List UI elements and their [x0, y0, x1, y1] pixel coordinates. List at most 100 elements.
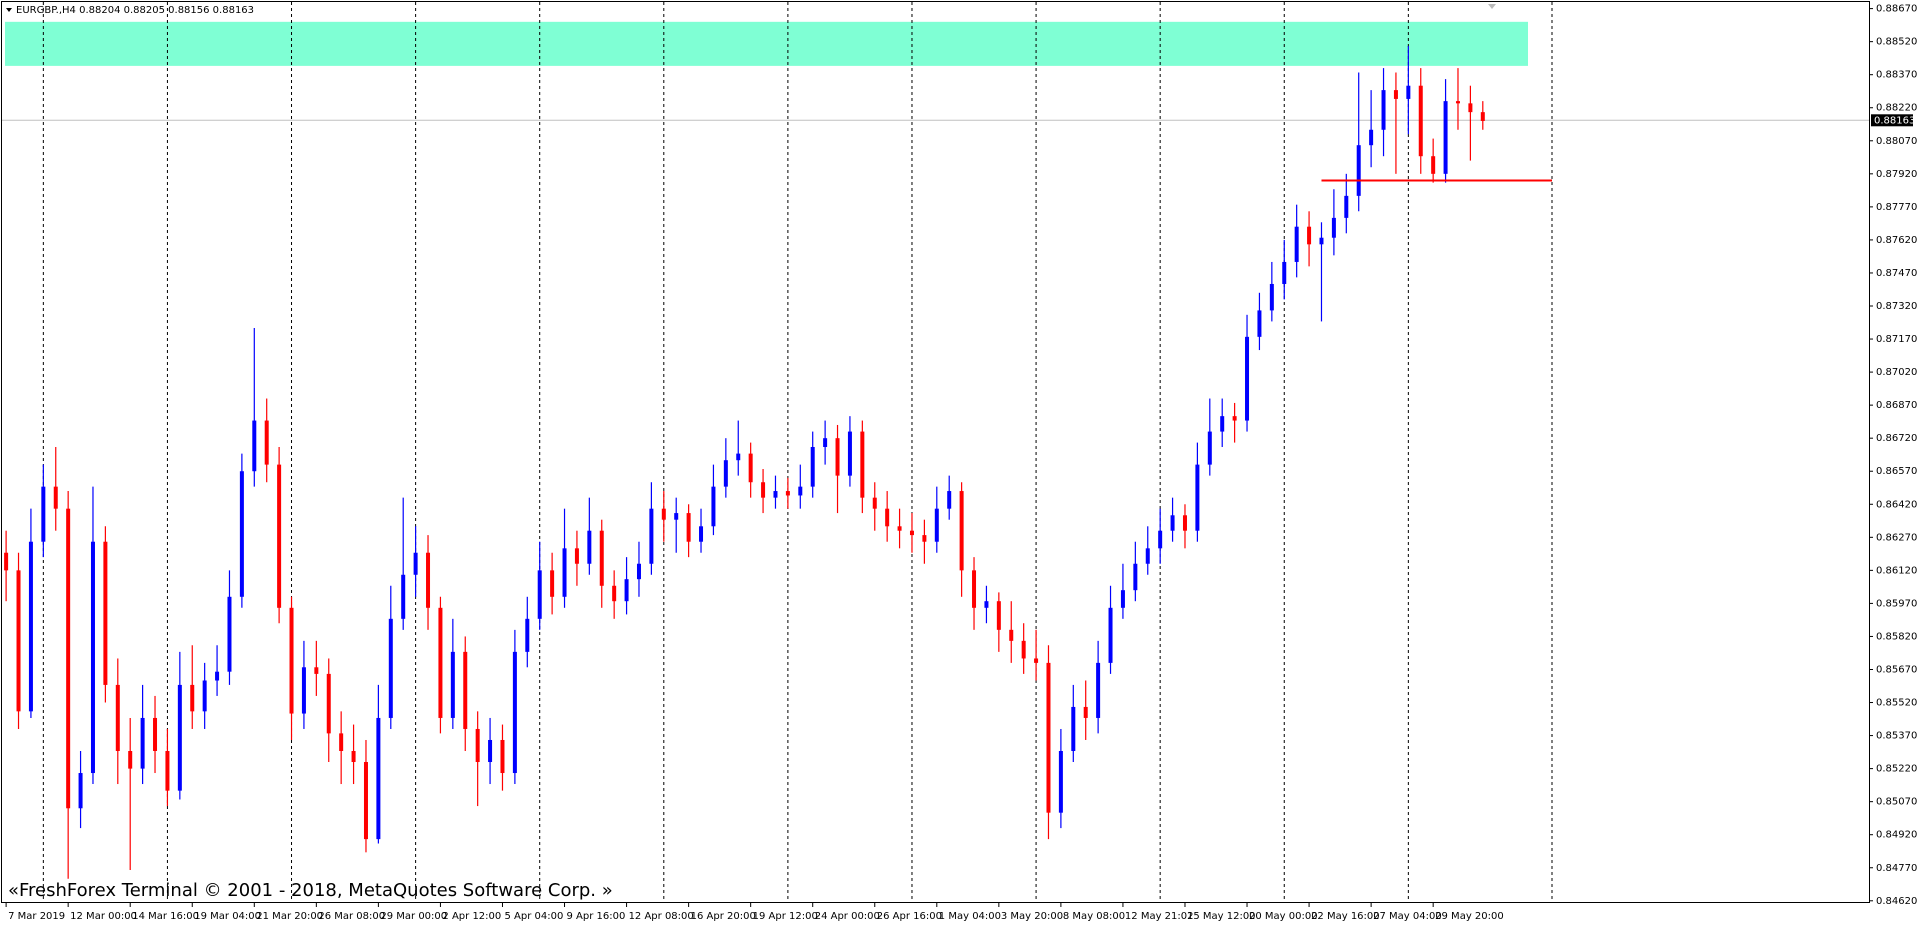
x-tick-label: 5 Apr 04:00 — [504, 911, 563, 922]
candle-body — [897, 526, 902, 531]
candle-body — [289, 607, 294, 714]
candle-body — [264, 420, 269, 465]
candle-body — [252, 420, 257, 472]
candle-body — [1009, 629, 1014, 641]
menu-arrow[interactable] — [6, 8, 12, 12]
x-tick-label: 26 Mar 08:00 — [318, 911, 385, 922]
x-tick-label: 12 Mar 00:00 — [70, 911, 137, 922]
candle-body — [996, 601, 1001, 630]
candle-body — [1182, 515, 1187, 531]
candle-body — [972, 570, 977, 608]
candle-body — [500, 739, 505, 774]
candle-body — [202, 680, 207, 712]
candle-body — [550, 570, 555, 597]
x-tick-label: 29 May 20:00 — [1435, 911, 1504, 922]
background-layer — [2, 2, 1869, 903]
candle-body — [860, 431, 865, 498]
candle-body — [1071, 706, 1076, 751]
candle-body — [1331, 217, 1336, 238]
main-layer: 0.88670 0.88520 0.88370 0.88220 0.88070 0.879… — [4, 4, 1917, 922]
candle-body — [612, 585, 617, 602]
candle-body — [1245, 336, 1250, 421]
y-tick-label: 0.86870 — [1876, 400, 1917, 411]
y-tick-label: 0.85220 — [1876, 764, 1917, 775]
candle-body — [1443, 101, 1448, 174]
y-tick-label: 0.86420 — [1876, 499, 1917, 510]
candle-body — [1369, 129, 1374, 146]
shift-marker — [1488, 4, 1496, 9]
candle-body — [823, 438, 828, 447]
candle-body — [1381, 90, 1386, 130]
candle-body — [4, 552, 9, 571]
candle-body — [1282, 261, 1287, 284]
candle-body — [239, 471, 244, 597]
candle-body — [165, 750, 170, 791]
candle-body — [388, 618, 393, 718]
candle-body — [277, 464, 282, 608]
y-tick-label: 0.84620 — [1876, 896, 1917, 907]
candle-body — [1034, 658, 1039, 663]
candle-body — [314, 667, 319, 674]
candle-body — [885, 508, 890, 527]
candle-body — [934, 508, 939, 542]
candle-body — [1021, 640, 1026, 659]
candle-body — [1108, 607, 1113, 663]
y-tick-label: 0.87770 — [1876, 202, 1917, 213]
x-tick-label: 9 Apr 16:00 — [567, 911, 626, 922]
candle-body — [177, 684, 182, 791]
candle-body — [66, 508, 71, 809]
candle-body — [1232, 416, 1237, 421]
candle-body — [53, 486, 58, 509]
candle-body — [301, 667, 306, 714]
candle-body — [661, 508, 666, 520]
candle-body — [153, 717, 158, 751]
candle-body — [103, 541, 108, 685]
x-tick-label: 2 Apr 12:00 — [442, 911, 501, 922]
candle-body — [798, 486, 803, 496]
x-tick-label: 19 Mar 04:00 — [194, 911, 261, 922]
candle-body — [376, 717, 381, 840]
candle-body — [959, 491, 964, 571]
candle-body — [1220, 416, 1225, 432]
y-tick-label: 0.87170 — [1876, 334, 1917, 345]
candle-body — [140, 717, 145, 769]
candle-body — [984, 601, 989, 608]
candle-body — [1207, 431, 1212, 465]
candle-body — [215, 671, 220, 681]
x-tick-label: 14 Mar 16:00 — [132, 911, 199, 922]
candle-body — [922, 535, 927, 542]
candle-body — [1269, 283, 1274, 311]
y-tick-label: 0.88670 — [1876, 4, 1917, 15]
y-tick-label: 0.87470 — [1876, 268, 1917, 279]
candle-body — [1046, 662, 1051, 813]
candle-body — [438, 607, 443, 718]
candle-body — [1406, 85, 1411, 99]
candle-body — [1344, 195, 1349, 218]
candle-body — [1356, 145, 1361, 196]
y-tick-label: 0.84920 — [1876, 830, 1917, 841]
candle-body — [711, 486, 716, 527]
candle-body — [847, 431, 852, 476]
candle-body — [909, 530, 914, 536]
x-tick-label: 22 May 16:00 — [1311, 911, 1380, 922]
x-tick-label: 20 May 00:00 — [1249, 911, 1318, 922]
candle-body — [326, 673, 331, 734]
candle-body — [1083, 706, 1088, 718]
x-tick-label: 12 Apr 08:00 — [629, 911, 694, 922]
supply-zone — [5, 21, 1528, 66]
current-price-label: 0.88163 — [1874, 115, 1915, 126]
x-tick-label: 24 Apr 00:00 — [815, 911, 880, 922]
candle-body — [562, 548, 567, 597]
candle-body — [761, 482, 766, 498]
x-tick-label: 3 May 20:00 — [1001, 911, 1063, 922]
candle-body — [525, 618, 530, 652]
y-tick-label: 0.85520 — [1876, 698, 1917, 709]
candle-body — [90, 541, 95, 774]
y-tick-label: 0.86120 — [1876, 565, 1917, 576]
y-tick-label: 0.85670 — [1876, 664, 1917, 675]
candle-body — [426, 552, 431, 608]
candle-body — [773, 491, 778, 498]
candle-body — [636, 563, 641, 580]
